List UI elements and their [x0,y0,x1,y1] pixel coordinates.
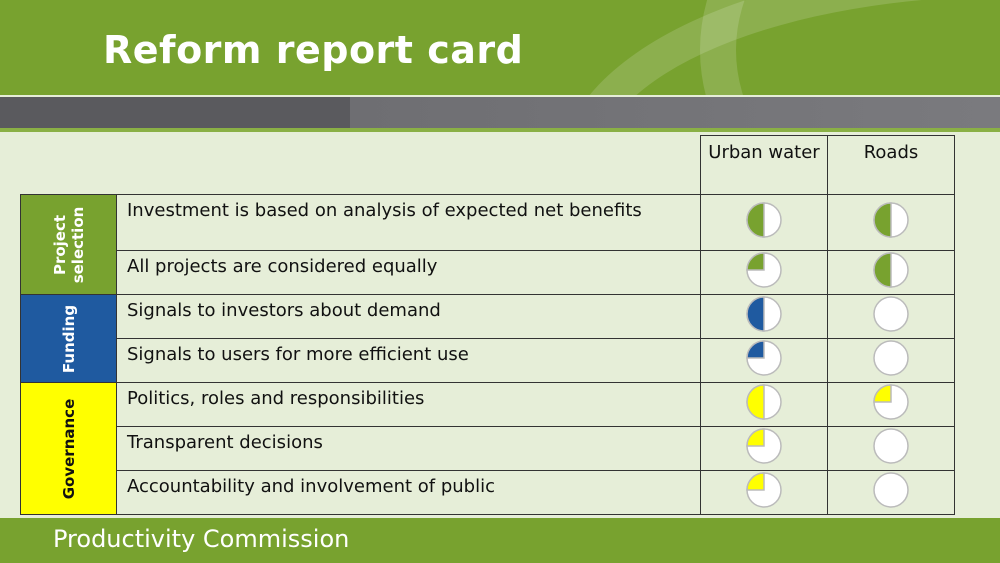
footer: Productivity Commission [0,518,1000,563]
harvey-ball-outline [873,472,909,508]
divider [0,95,1000,97]
rating-roads [827,250,955,295]
criterion-label: Accountability and involvement of public [116,470,701,515]
criterion-label: Investment is based on analysis of expec… [116,194,701,251]
rating-urban-water [700,470,828,515]
criterion-label: Signals to users for more efficient use [116,338,701,383]
category-label-project-selection: Project selection [20,194,117,295]
table-row: Governance Politics, roles and responsibi… [20,382,955,515]
harvey-ball-fill [746,252,765,271]
harvey-ball-icon [873,296,909,332]
harvey-ball-icon [873,428,909,464]
harvey-ball-icon [746,252,782,288]
rating-urban-water [700,338,828,383]
divider [0,128,1000,132]
harvey-ball-fill [746,428,765,447]
harvey-ball-icon [746,384,782,420]
rating-urban-water [700,294,828,339]
harvey-ball-icon [746,202,782,238]
rating-urban-water [700,382,828,427]
criterion-label: All projects are considered equally [116,250,701,295]
gray-band [0,97,1000,128]
harvey-ball-icon [746,472,782,508]
rating-urban-water [700,426,828,471]
harvey-ball-outline [873,428,909,464]
criterion-label: Signals to investors about demand [116,294,701,339]
harvey-ball-fill [873,384,892,403]
harvey-ball-fill [746,384,765,420]
category-text: Funding [59,304,78,373]
harvey-ball-fill [873,252,892,288]
harvey-ball-fill [746,472,765,491]
slide-title: Reform report card [103,28,524,72]
rating-roads [827,426,955,471]
table-row: Project selection Investment is based on a… [20,194,955,295]
rating-roads [827,470,955,515]
category-text: Governance [59,398,78,499]
harvey-ball-icon [746,428,782,464]
category-text: selection [68,206,87,283]
category-label-funding: Funding [20,294,117,383]
harvey-ball-fill [873,202,892,238]
rating-urban-water [700,194,828,251]
header-row: Urban water Roads [21,135,955,195]
table-row: All projects are considered equally [21,250,955,295]
harvey-ball-icon [873,202,909,238]
title-banner: Reform report card [0,0,1000,95]
column-header-urban-water: Urban water [700,135,828,195]
category-text: Project [50,214,69,275]
harvey-ball-icon [873,340,909,376]
column-header-roads: Roads [827,135,955,195]
harvey-ball-icon [746,296,782,332]
rating-roads [827,382,955,427]
rating-roads [827,194,955,251]
harvey-ball-fill [746,202,765,238]
table-row: Signals to users for more efficient use [21,338,955,383]
rating-urban-water [700,250,828,295]
harvey-ball-icon [873,252,909,288]
table-row: Transparent decisions [21,426,955,471]
harvey-ball-fill [746,340,765,359]
harvey-ball-icon [873,472,909,508]
table-row: Accountability and involvement of public [21,470,955,515]
criterion-label: Transparent decisions [116,426,701,471]
rating-roads [827,338,955,383]
harvey-ball-icon [873,384,909,420]
report-card-table: Urban water Roads Project selection Invest… [20,135,955,515]
category-label-governance: Governance [20,382,117,515]
harvey-ball-outline [873,296,909,332]
footer-text: Productivity Commission [53,525,350,553]
harvey-ball-icon [746,340,782,376]
criterion-label: Politics, roles and responsibilities [116,382,701,427]
harvey-ball-outline [873,340,909,376]
harvey-ball-fill [746,296,765,332]
table-row: Funding Signals to investors about demand [20,294,955,383]
rating-roads [827,294,955,339]
decorative-swoosh [700,0,1000,95]
